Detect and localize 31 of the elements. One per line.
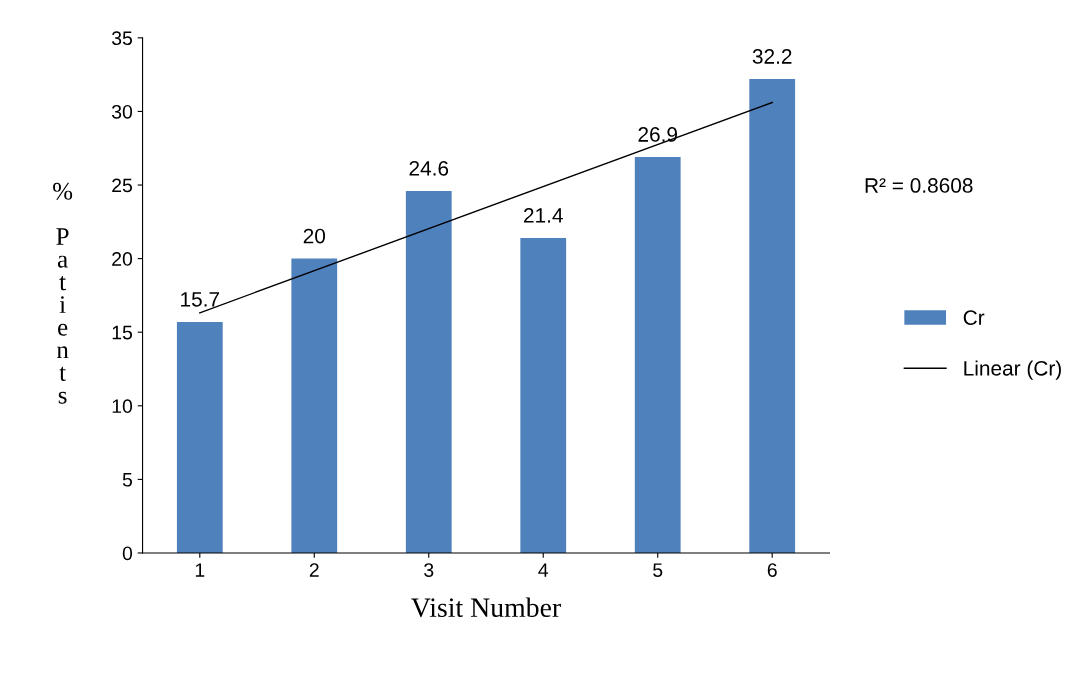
y-tick-label: 0: [122, 546, 133, 561]
y-tick-label: 25: [112, 178, 133, 193]
bar: [291, 258, 338, 553]
x-tick-label: 5: [653, 563, 663, 577]
y-tick-label: 20: [112, 252, 133, 266]
y-tick-label: 5: [122, 473, 133, 487]
data-label: 15.7: [181, 292, 220, 307]
text: % Patients: [53, 182, 73, 404]
x-axis-title: Visit Number: [411, 597, 561, 618]
bar: [176, 321, 223, 553]
y-tick-label: 30: [111, 104, 133, 119]
x-tick-label: 6: [767, 563, 777, 577]
legend-label: Linear (Cr): [964, 360, 1061, 380]
data-label: 32.2: [752, 49, 792, 64]
y-tick-label: 15: [112, 325, 133, 340]
x-tick-label: 3: [424, 563, 434, 577]
x-tick-label: 4: [538, 563, 549, 577]
data-label: 21.4: [524, 208, 563, 223]
bar: [749, 79, 796, 553]
legend-label: Cr: [963, 310, 985, 326]
data-label: 20: [303, 228, 326, 244]
x-tick-label: 2: [309, 563, 319, 577]
bar: [520, 238, 567, 553]
y-tick-label: 35: [111, 31, 133, 46]
bar: [634, 157, 681, 553]
data-label: 24.6: [409, 160, 449, 176]
text: R² = 0.8608: [865, 178, 973, 193]
x-tick-label: 1: [195, 563, 205, 577]
data-label: 26.9: [638, 127, 678, 142]
y-tick-label: 10: [112, 399, 133, 414]
bar: [405, 190, 452, 553]
